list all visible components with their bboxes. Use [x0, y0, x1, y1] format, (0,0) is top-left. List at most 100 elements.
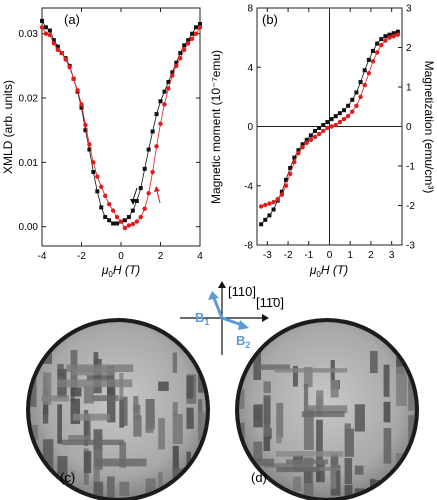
magnetic-domain — [93, 429, 102, 449]
magnetic-domain — [354, 465, 364, 475]
data-point-square — [267, 213, 272, 218]
data-point-square — [194, 25, 199, 30]
panel-b-xlabel: μ0H (T) — [309, 263, 348, 279]
xlabel-tail: H (T) — [321, 263, 348, 277]
magnetic-domain-horizontal — [57, 379, 133, 388]
y-tick-label: 0.00 — [19, 222, 39, 233]
data-point-circle — [258, 204, 264, 209]
data-point-circle — [337, 119, 343, 125]
magnetic-domain — [408, 489, 415, 498]
panel-a-ticks: -4 -2 0 2 4 0.00 0.01 0.02 0.03 — [19, 8, 203, 262]
data-point-circle — [71, 76, 76, 81]
y2-tick-label: 1 — [406, 83, 412, 94]
data-point-square — [150, 129, 155, 134]
magnetic-domain-horizontal — [258, 364, 290, 370]
magnetic-domain — [172, 352, 178, 373]
label-110: [110] — [228, 284, 256, 299]
magnetic-domain-horizontal — [275, 451, 344, 457]
data-point-square — [271, 207, 276, 212]
data-point-square — [371, 48, 375, 53]
data-point-square — [317, 125, 322, 130]
magnetic-domain — [198, 466, 206, 487]
xmld-image-c: (c) — [26, 318, 210, 500]
data-point-circle — [134, 219, 139, 224]
data-point-square — [115, 221, 120, 226]
x-tick-label: -2 — [284, 250, 293, 261]
data-point-circle — [67, 64, 72, 70]
data-point-circle — [283, 183, 289, 188]
data-point-circle — [130, 221, 136, 227]
magnetic-domain — [239, 422, 245, 438]
data-point-square — [107, 218, 112, 223]
data-point-square — [325, 120, 330, 125]
magnetic-domain — [119, 481, 130, 497]
magnetic-domain — [119, 442, 127, 468]
data-point-circle — [185, 41, 191, 46]
magnetic-domain — [57, 404, 62, 444]
panel-a-chart: -4 -2 0 2 4 0.00 0.01 0.02 0.03 (a) μ0H (T) XMLD… — [1, 7, 203, 279]
data-point-circle — [118, 219, 124, 224]
magnetic-domain — [408, 357, 415, 366]
magnetic-domain — [145, 399, 155, 430]
x-tick-label: 1 — [347, 250, 353, 261]
magnetic-domain — [172, 468, 184, 477]
data-point-square — [79, 105, 84, 110]
data-point-circle — [341, 116, 347, 122]
panel-b-ticks: -3 -2 -1 0 1 2 3 -8 -4 0 4 8 -3 -2 -1 0 1 2 3 — [244, 4, 415, 262]
magnetic-domain — [253, 404, 263, 428]
magnetic-domain — [330, 379, 339, 398]
data-point-circle — [63, 57, 68, 62]
xlabel-mu: μ — [101, 263, 109, 277]
magnetic-domain-horizontal — [41, 395, 69, 402]
magnetic-domain — [292, 476, 302, 491]
x-tick-label: 0 — [327, 250, 333, 261]
y2-tick-label: 0 — [406, 122, 412, 133]
data-point-circle — [308, 137, 314, 143]
data-point-square — [182, 43, 187, 48]
magnetic-domain — [70, 387, 82, 397]
magnetic-domain-horizontal — [95, 458, 147, 467]
data-point-square — [284, 177, 288, 182]
xlabel-tail: H (T) — [113, 263, 140, 277]
data-point-circle — [350, 109, 355, 114]
data-point-square — [134, 198, 139, 203]
data-point-circle — [379, 42, 384, 48]
magnetic-domain — [133, 415, 142, 437]
magnetic-domain — [253, 352, 262, 380]
data-point-square — [288, 165, 293, 170]
magnetic-domain — [198, 426, 206, 441]
panel-b-marks — [258, 29, 401, 227]
data-point-square — [342, 108, 346, 113]
magnetic-domain — [158, 381, 169, 391]
data-point-circle — [51, 41, 57, 46]
data-point-circle — [312, 134, 318, 140]
data-point-circle — [91, 160, 96, 165]
magnetic-domain-horizontal — [274, 368, 348, 373]
data-point-circle — [374, 50, 380, 55]
data-point-square — [142, 166, 147, 171]
b2-main: B — [236, 333, 245, 348]
magnetic-domain — [30, 371, 37, 407]
magnetic-domain — [239, 389, 245, 409]
magnetic-domain — [354, 404, 365, 432]
data-point-square — [329, 117, 334, 122]
magnetic-domain — [316, 459, 325, 483]
data-point-square — [103, 215, 108, 220]
data-point-circle — [275, 196, 280, 202]
magnetic-domain-horizontal — [251, 458, 274, 467]
magnetic-domain — [396, 357, 405, 375]
data-point-square — [95, 189, 100, 194]
data-point-square — [263, 217, 268, 222]
y2-tick-label: 2 — [406, 43, 412, 54]
magnetic-domain — [83, 386, 94, 404]
data-point-circle — [189, 36, 195, 42]
data-point-circle — [95, 174, 100, 179]
data-point-square — [279, 189, 284, 194]
magnetic-domain — [172, 402, 178, 417]
magnetic-domain — [145, 478, 156, 498]
data-point-circle — [182, 47, 187, 53]
data-point-circle — [271, 199, 276, 205]
data-point-square — [87, 147, 92, 152]
